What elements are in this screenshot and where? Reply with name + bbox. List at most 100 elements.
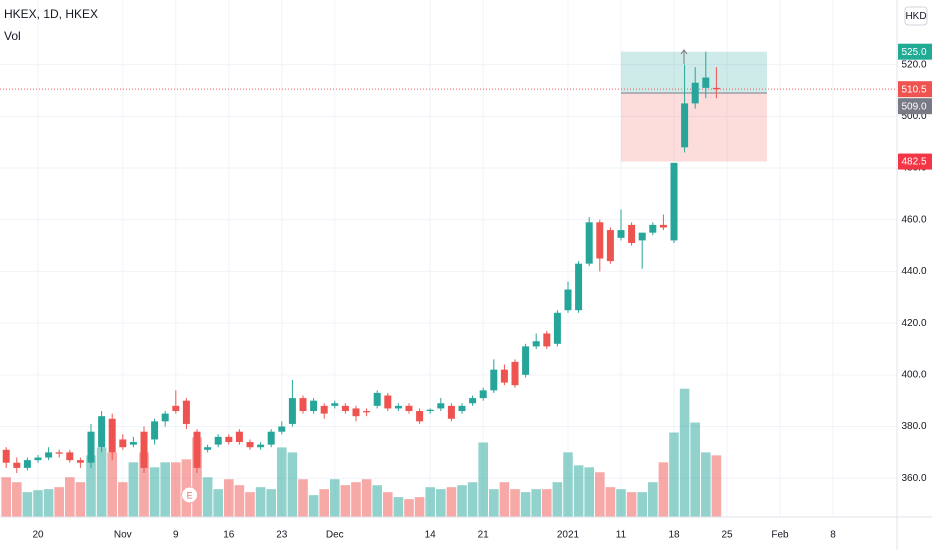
candle-body bbox=[712, 87, 720, 90]
volume-bar bbox=[22, 492, 33, 517]
candle-body bbox=[267, 431, 275, 445]
volume-bar bbox=[245, 492, 255, 517]
volume-bar bbox=[361, 479, 372, 517]
volume-bar bbox=[287, 452, 298, 517]
currency-label[interactable]: HKD bbox=[905, 11, 926, 22]
arrow bbox=[680, 49, 688, 64]
volume-bar bbox=[531, 489, 541, 517]
candle-body bbox=[172, 405, 180, 412]
volume-bar bbox=[266, 489, 276, 517]
candle-body bbox=[108, 418, 116, 453]
candle-body bbox=[246, 442, 254, 448]
volume-bar bbox=[43, 489, 54, 517]
candle-body bbox=[405, 405, 413, 412]
volume-bar bbox=[510, 489, 520, 517]
loss-zone bbox=[621, 93, 767, 162]
currency-button[interactable] bbox=[904, 6, 928, 26]
candle-body bbox=[426, 409, 434, 412]
candle-body bbox=[214, 436, 222, 445]
price-badge-label: 525.0 bbox=[901, 47, 926, 58]
price-badge bbox=[898, 98, 932, 115]
candle-body bbox=[681, 103, 689, 148]
x-tick-label: 25 bbox=[721, 530, 733, 541]
candle-body bbox=[129, 442, 137, 445]
volume-bar bbox=[224, 479, 234, 517]
x-tick-label: 14 bbox=[425, 530, 437, 541]
candle-body bbox=[416, 411, 424, 422]
x-tick-label: 18 bbox=[668, 530, 680, 541]
y-tick-label: 500.0 bbox=[901, 111, 926, 122]
volume-bar bbox=[255, 487, 266, 517]
candle-body bbox=[394, 405, 402, 409]
x-tick-label: Dec bbox=[326, 530, 344, 541]
volume-bar bbox=[393, 497, 404, 517]
candle-body bbox=[458, 405, 466, 412]
candles: E bbox=[2, 51, 720, 504]
candle-body bbox=[691, 82, 699, 104]
chart-title: HKEX, 1D, HKEX bbox=[4, 7, 98, 21]
volume-bar bbox=[213, 489, 223, 517]
candle-body bbox=[235, 431, 243, 443]
candle-body bbox=[13, 462, 21, 468]
candle-body bbox=[702, 77, 710, 88]
x-tick-label: 23 bbox=[276, 530, 288, 541]
y-tick-label: 420.0 bbox=[901, 318, 926, 329]
volume-bar bbox=[520, 492, 531, 517]
volume-bar bbox=[372, 485, 382, 517]
candle-body bbox=[161, 413, 169, 422]
volume-bar bbox=[171, 462, 181, 517]
volume-bar bbox=[595, 472, 605, 517]
volume-bar bbox=[340, 485, 351, 517]
volume-bar bbox=[192, 437, 202, 517]
candle-body bbox=[119, 439, 127, 448]
y-tick-label: 400.0 bbox=[901, 369, 926, 380]
volume-bar bbox=[298, 479, 308, 517]
volume-bar bbox=[330, 479, 340, 517]
y-tick-label: 460.0 bbox=[901, 214, 926, 225]
candle-body bbox=[575, 263, 583, 311]
candle-body bbox=[606, 230, 614, 262]
volume-bar bbox=[478, 442, 488, 517]
candle-body bbox=[447, 405, 455, 419]
x-tick-label: 2021 bbox=[557, 530, 580, 541]
x-tick-label: 21 bbox=[478, 530, 490, 541]
earnings-label: E bbox=[187, 490, 193, 500]
price-badge bbox=[898, 43, 932, 60]
candle-body bbox=[437, 403, 445, 409]
candle-body bbox=[352, 408, 360, 417]
volume-bar bbox=[690, 422, 700, 517]
candle-body bbox=[55, 452, 63, 454]
volume-bar bbox=[149, 467, 160, 517]
volume-bar bbox=[563, 452, 573, 517]
volume-bar bbox=[75, 482, 86, 517]
y-tick-label: 380.0 bbox=[901, 421, 926, 432]
volume-bar bbox=[139, 452, 149, 517]
candle-body bbox=[479, 390, 487, 399]
candle-body bbox=[363, 411, 371, 413]
volume-bar bbox=[711, 455, 722, 517]
candle-body bbox=[659, 224, 667, 228]
candle-body bbox=[34, 457, 42, 461]
candle-body bbox=[331, 403, 339, 406]
volume-bar bbox=[701, 452, 711, 517]
candle-body bbox=[532, 341, 540, 347]
volume-bar bbox=[96, 447, 107, 517]
candle-body bbox=[320, 405, 328, 414]
earnings-marker bbox=[181, 486, 199, 504]
volume-bar bbox=[626, 492, 637, 517]
x-tick-label: Feb bbox=[771, 530, 789, 541]
volume-bar bbox=[128, 462, 139, 517]
candle-body bbox=[225, 436, 233, 443]
candle-body bbox=[23, 460, 31, 468]
volume-bar bbox=[648, 482, 658, 517]
volume-bar bbox=[542, 489, 552, 517]
x-tick-label: 8 bbox=[830, 530, 836, 541]
candle-body bbox=[649, 224, 657, 233]
candle-body bbox=[76, 460, 84, 463]
candle-body bbox=[553, 312, 561, 344]
candle-body bbox=[299, 398, 307, 412]
volume-bar bbox=[446, 487, 457, 517]
volume-bar bbox=[552, 482, 563, 517]
candle-body bbox=[511, 361, 519, 386]
